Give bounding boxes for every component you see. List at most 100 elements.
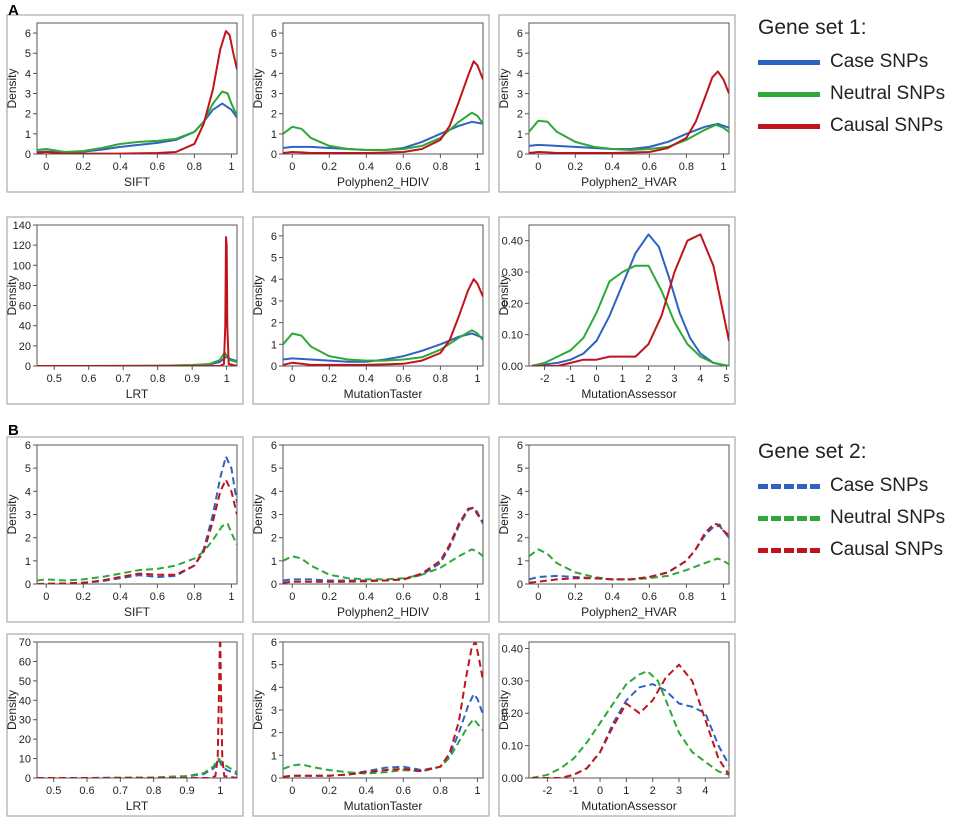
chart-a-lrt: 0 20 40 60 80 100 120 140 0.5 0.6 0.7 0.8 0.9 1 LRT Den… bbox=[5, 216, 244, 405]
y-tick-label: 40 bbox=[19, 321, 31, 333]
x-tick-label: 1 bbox=[720, 591, 726, 603]
y-tick-label: 4 bbox=[271, 274, 277, 286]
y-tick-label: 120 bbox=[13, 240, 31, 252]
x-tick-label: 0 bbox=[289, 373, 295, 385]
y-tick-label: 3 bbox=[517, 510, 523, 522]
series-line-case-snps bbox=[529, 525, 729, 581]
y-tick-label: 5 bbox=[271, 48, 277, 60]
y-tick-label: 2 bbox=[271, 318, 277, 330]
x-tick-label: 0.8 bbox=[433, 161, 448, 173]
x-axis-label: Polyphen2_HVAR bbox=[581, 175, 677, 189]
x-tick-label: -1 bbox=[569, 785, 579, 797]
x-tick-label: 0.6 bbox=[396, 161, 411, 173]
y-tick-label: 2 bbox=[517, 109, 523, 121]
chart-a-hdiv: 0 1 2 3 4 5 6 0 0.2 0.4 0.6 0.8 1 Polyphen2_HDIV Densi… bbox=[251, 14, 490, 193]
series-line-causal-snps bbox=[283, 506, 483, 584]
x-tick-label: -2 bbox=[540, 373, 550, 385]
panel-frame bbox=[498, 436, 736, 623]
y-tick-label: 0.00 bbox=[502, 361, 523, 373]
y-tick-label: 2 bbox=[271, 728, 277, 740]
y-tick-label: 80 bbox=[19, 280, 31, 292]
legend-label-causal: Causal SNPs bbox=[830, 539, 943, 560]
panel-frame bbox=[6, 216, 244, 405]
panel-frame bbox=[252, 436, 490, 623]
x-tick-label: 0.5 bbox=[46, 785, 61, 797]
x-tick-label: 4 bbox=[697, 373, 703, 385]
y-tick-label: 5 bbox=[271, 253, 277, 265]
x-tick-label: 0.5 bbox=[47, 373, 62, 385]
series-line-neutral-snps bbox=[283, 111, 483, 151]
y-tick-label: 5 bbox=[271, 660, 277, 672]
x-tick-label: 0.4 bbox=[359, 161, 374, 173]
y-tick-label: 140 bbox=[13, 220, 31, 232]
y-tick-label: 2 bbox=[271, 109, 277, 121]
legend-swatch-case bbox=[758, 483, 820, 489]
y-tick-label: 0 bbox=[271, 361, 277, 373]
chart-b-mt: 0 1 2 3 4 5 6 0 0.2 0.4 0.6 0.8 1 MutationTaster Densi… bbox=[251, 633, 490, 817]
y-axis-label: Density bbox=[5, 68, 19, 108]
x-axis-label: Polyphen2_HDIV bbox=[337, 605, 429, 619]
x-tick-label: 0.4 bbox=[113, 591, 128, 603]
y-tick-label: 0.40 bbox=[502, 643, 523, 655]
x-tick-label: 0.2 bbox=[322, 591, 337, 603]
x-tick-label: 0 bbox=[43, 591, 49, 603]
series-line-neutral-snps bbox=[283, 329, 483, 362]
x-axis-label: MutationAssessor bbox=[581, 387, 676, 401]
x-tick-label: 0.8 bbox=[146, 785, 161, 797]
chart-b-hvar: 0 1 2 3 4 5 6 0 0.2 0.4 0.6 0.8 1 Polyphen2_HVAR Densi… bbox=[497, 436, 736, 623]
series-line-causal-snps bbox=[37, 236, 237, 366]
x-tick-label: 0.2 bbox=[568, 591, 583, 603]
y-axis-label: Density bbox=[497, 690, 511, 730]
legend-title: Gene set 2: bbox=[758, 440, 867, 463]
x-tick-label: 0.8 bbox=[433, 785, 448, 797]
series-line-causal-snps bbox=[531, 233, 729, 366]
y-tick-label: 5 bbox=[517, 48, 523, 60]
x-axis-label: SIFT bbox=[124, 605, 151, 619]
series-line-neutral-snps bbox=[37, 522, 237, 582]
series-line-neutral-snps bbox=[529, 119, 729, 151]
series-line-causal-snps bbox=[37, 642, 237, 778]
y-tick-label: 3 bbox=[517, 89, 523, 101]
y-tick-label: 0 bbox=[517, 579, 523, 591]
y-axis-label: Density bbox=[251, 68, 265, 108]
y-tick-label: 0 bbox=[271, 773, 277, 785]
series-line-causal-snps bbox=[529, 70, 729, 154]
x-tick-label: 0.2 bbox=[322, 161, 337, 173]
series-line-neutral-snps bbox=[531, 670, 729, 778]
x-tick-label: -1 bbox=[566, 373, 576, 385]
x-tick-label: 2 bbox=[645, 373, 651, 385]
y-tick-label: 0 bbox=[271, 149, 277, 161]
y-tick-label: 5 bbox=[271, 463, 277, 475]
x-tick-label: 0 bbox=[535, 591, 541, 603]
x-tick-label: 0.4 bbox=[605, 161, 620, 173]
y-tick-label: 2 bbox=[517, 533, 523, 545]
x-tick-label: 1 bbox=[228, 161, 234, 173]
x-tick-label: 0.8 bbox=[187, 161, 202, 173]
x-axis-label: SIFT bbox=[124, 175, 151, 189]
x-tick-label: 0.8 bbox=[679, 591, 694, 603]
y-tick-label: 4 bbox=[25, 486, 31, 498]
plot-area bbox=[528, 22, 730, 155]
x-axis-label: MutationTaster bbox=[344, 799, 423, 813]
y-tick-label: 0.20 bbox=[502, 708, 523, 720]
x-tick-label: -2 bbox=[543, 785, 553, 797]
chart-a-mt: 0 1 2 3 4 5 6 0 0.2 0.4 0.6 0.8 1 MutationTaster Densi… bbox=[251, 216, 490, 405]
x-tick-label: 0 bbox=[43, 161, 49, 173]
x-tick-label: 0.8 bbox=[433, 591, 448, 603]
y-tick-label: 0 bbox=[25, 773, 31, 785]
x-tick-label: 0.6 bbox=[150, 161, 165, 173]
chart-a-ma: 0.00 0.10 0.20 0.30 0.40 -2 -1 0 1 2 3 4 5 MutationAs… bbox=[497, 216, 736, 405]
panel-frame bbox=[252, 216, 490, 405]
y-axis-label: Density bbox=[251, 275, 265, 315]
x-tick-label: 1 bbox=[224, 373, 230, 385]
x-tick-label: 0 bbox=[593, 373, 599, 385]
y-tick-label: 1 bbox=[271, 750, 277, 762]
x-tick-label: 1 bbox=[228, 591, 234, 603]
y-tick-label: 1 bbox=[271, 129, 277, 141]
x-tick-label: 0.6 bbox=[81, 373, 96, 385]
y-tick-label: 10 bbox=[19, 754, 31, 766]
y-axis-label: Density bbox=[497, 68, 511, 108]
legend-label-neutral: Neutral SNPs bbox=[830, 507, 946, 528]
x-tick-label: 0.6 bbox=[150, 591, 165, 603]
